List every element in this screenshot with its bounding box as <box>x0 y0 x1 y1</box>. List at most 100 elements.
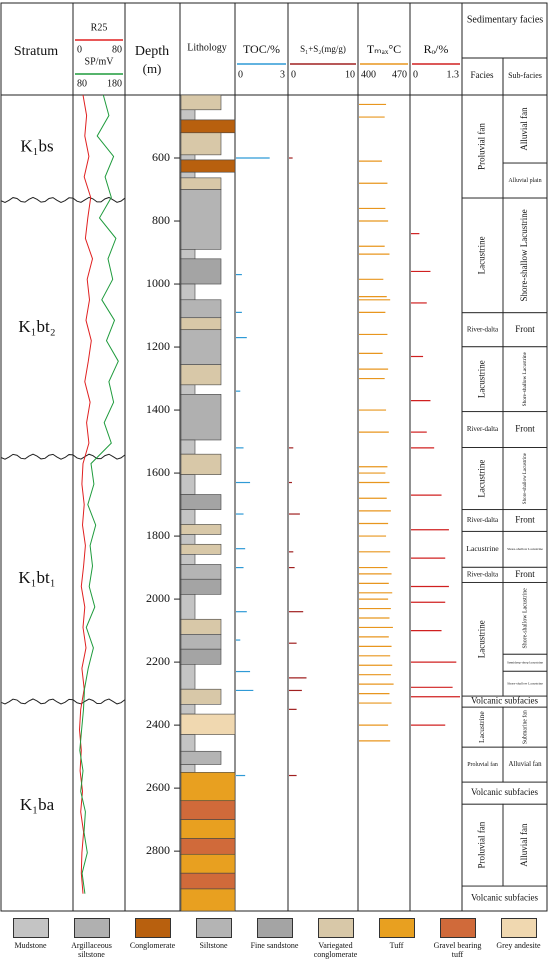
subfacies-label: Front <box>515 569 535 579</box>
subfacies-label: Shore-shallow Lacustrine <box>522 588 528 649</box>
depth-tick-label: 800 <box>152 213 170 227</box>
subfacies-label: Shore-shallow Lacustrine <box>523 452 528 504</box>
legend-swatch <box>134 918 171 938</box>
facies-cell <box>461 885 548 912</box>
legend-label: Gravel bearing tuff <box>433 941 482 959</box>
legend-label: Fine sandstone <box>250 941 299 950</box>
depth-tick-label: 1200 <box>146 339 170 353</box>
lithology-layer <box>180 872 236 890</box>
lithology-layer <box>180 394 222 441</box>
subfacies-label: Front <box>515 324 535 334</box>
lithology-layer <box>180 750 222 765</box>
lithology-layer <box>180 474 196 495</box>
subfacies-label: Shore-shallow Lacustrine <box>522 351 528 406</box>
facies-label: Proluvial fan <box>467 761 498 768</box>
lithology-layer <box>180 317 222 331</box>
stratum-label: K₁ba <box>20 795 55 814</box>
lithology-layer <box>180 713 236 735</box>
lithology-layer <box>180 154 196 161</box>
facies-label: Volcanic subfacies <box>471 787 539 797</box>
geochem-scale-max: 470 <box>392 69 407 80</box>
geochem-name: S₁+S₂(mg/g) <box>300 44 346 54</box>
lithology-layer <box>180 189 222 250</box>
geochem-scale-max: 3 <box>280 69 285 80</box>
lithology-layer <box>180 384 196 395</box>
lithology-layer <box>180 524 222 535</box>
subfacies-label: Alluvial plain <box>508 178 541 184</box>
facies-label: Volcanic subfacies <box>471 893 539 903</box>
legend-swatch <box>378 918 415 938</box>
log-scale-min: 80 <box>77 78 87 89</box>
subfacies-label: Alluvial fan <box>519 107 529 151</box>
facies-label: River-dalta <box>467 425 499 433</box>
legend-swatch <box>500 918 537 938</box>
stratum-label: K₁bt₂ <box>18 317 55 336</box>
legend-label: Grey andesite <box>496 941 541 950</box>
geochem-scale-max: 10 <box>345 69 355 80</box>
lithology-layer <box>180 564 222 580</box>
legend-label: Siltstone <box>199 941 228 950</box>
legend-item: Conglomerate <box>122 914 183 976</box>
legend-swatch <box>195 918 232 938</box>
subfacies-label: Alluvial fan <box>508 761 542 768</box>
lithology-layer <box>180 329 222 365</box>
facies-subheader: Facies <box>471 70 494 80</box>
stratum-boundary <box>0 453 126 460</box>
geochem-name: Tₘₐₓ°C <box>367 42 401 56</box>
legend-swatch <box>12 918 49 938</box>
lithology-layer <box>180 119 236 134</box>
stratum-boundary <box>0 196 126 203</box>
depth-tick-label: 1800 <box>146 528 170 542</box>
facies-label: Lacustrine <box>477 236 487 274</box>
facies-label: Proluvial fan <box>477 821 487 868</box>
depth-tick-label: 2400 <box>146 717 170 731</box>
lithology-layer <box>180 594 196 620</box>
legend-item: Mudstone <box>0 914 61 976</box>
legend-item: Variegated conglomerate <box>305 914 366 976</box>
well-log: Stratum Depth (m) Lithology Sedimentary … <box>0 2 548 912</box>
log-scale-max: 180 <box>107 78 122 89</box>
legend-label: Argillaceous siltstone <box>71 941 112 959</box>
lithology-layer <box>180 772 236 802</box>
depth-tick-label: 600 <box>152 150 170 164</box>
legend-item: Siltstone <box>183 914 244 976</box>
legend-swatch <box>439 918 476 938</box>
log-scale-max: 80 <box>112 44 122 55</box>
lithology-layer <box>180 578 222 595</box>
stratum-boundary <box>0 698 126 705</box>
depth-tick-label: 2800 <box>146 843 170 857</box>
depth-tick-label: 2600 <box>146 780 170 794</box>
lithology-layer <box>180 177 222 190</box>
facies-label: Proluvial fan <box>477 123 487 170</box>
geochem-scale-min: 0 <box>413 69 418 80</box>
subfacies-label: Front <box>515 424 535 434</box>
legend-item: Fine sandstone <box>244 914 305 976</box>
lithology-layer <box>180 171 196 179</box>
stratum-header: Stratum <box>14 44 58 59</box>
lithology-layer <box>180 734 196 752</box>
geochem-scale-min: 400 <box>361 69 376 80</box>
log-name: R25 <box>91 22 108 33</box>
facies-label: River-dalta <box>467 325 499 333</box>
depth-tick-label: 2000 <box>146 591 170 605</box>
facies-header: Sedimentary facies <box>467 14 543 25</box>
depth-header: Depth <box>135 44 169 59</box>
lithology-layer <box>180 283 196 301</box>
facies-label: Lacustrine <box>477 711 486 743</box>
facies-label: Volcanic subfacies <box>471 696 539 706</box>
facies-label: Lacustrine <box>477 460 487 498</box>
lithology-layer <box>180 800 236 820</box>
lithology-layer <box>180 109 196 121</box>
subfacies-label: Alluvial fan <box>519 823 529 867</box>
lithology-layer <box>180 258 222 285</box>
lithology-layer <box>180 648 222 665</box>
depth-tick-label: 1400 <box>146 402 170 416</box>
legend-item: Grey andesite <box>488 914 549 976</box>
lithology-layer <box>180 94 222 111</box>
subfacies-label: Submarine fan <box>521 710 528 744</box>
lithology-layer <box>180 688 222 705</box>
legend-swatch <box>256 918 293 938</box>
legend: Mudstone Argillaceous siltstone Conglomera… <box>0 914 550 976</box>
lithology-layer <box>180 159 236 173</box>
lithology-layer <box>180 554 196 565</box>
